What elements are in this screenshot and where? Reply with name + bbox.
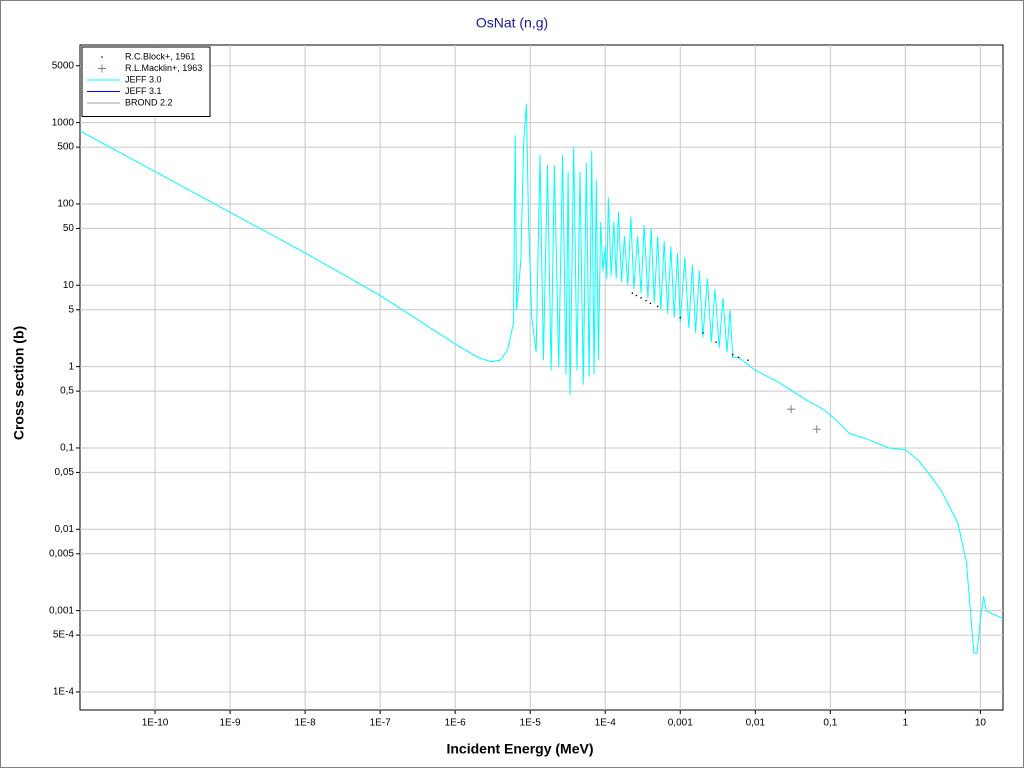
x-tick-label: 1E-5 xyxy=(520,718,542,729)
y-tick-label: 50 xyxy=(63,223,75,234)
plus-marker xyxy=(787,405,796,414)
chart-title: OsNat (n,g) xyxy=(476,15,548,31)
dot-marker xyxy=(649,302,652,305)
dot-marker xyxy=(645,299,647,302)
y-tick-label: 5E-4 xyxy=(53,630,75,641)
series-line xyxy=(80,103,1003,654)
dot-marker xyxy=(656,305,659,308)
legend-label: BROND 2.2 xyxy=(125,97,173,107)
legend-label: R.C.Block+, 1961 xyxy=(125,51,195,61)
y-tick-label: 0,5 xyxy=(60,386,74,397)
x-tick-label: 1 xyxy=(903,718,909,729)
legend-label: JEFF 3.0 xyxy=(125,74,162,84)
plus-marker xyxy=(98,64,106,73)
y-axis-label: Cross section (b) xyxy=(11,326,27,440)
legend-label: JEFF 3.1 xyxy=(125,86,162,96)
x-tick-label: 1E-7 xyxy=(370,718,392,729)
y-tick-label: 100 xyxy=(57,199,74,210)
y-tick-label: 1E-4 xyxy=(53,687,75,698)
x-tick-label: 0,01 xyxy=(746,718,766,729)
dot-marker xyxy=(635,294,638,297)
dot-marker xyxy=(101,56,103,58)
dot-marker xyxy=(640,297,642,299)
dot-marker xyxy=(747,359,749,361)
dot-marker xyxy=(631,292,634,294)
x-tick-label: 0,001 xyxy=(668,718,693,729)
y-tick-label: 0,001 xyxy=(49,605,74,616)
legend-label: R.L.Macklin+, 1963 xyxy=(125,63,202,73)
dot-marker xyxy=(731,353,734,356)
legend-box xyxy=(81,46,211,117)
y-tick-label: 1000 xyxy=(52,117,75,128)
x-tick-label: 1E-10 xyxy=(142,718,169,729)
y-tick-label: 0,005 xyxy=(49,548,74,559)
y-tick-label: 5 xyxy=(68,304,74,315)
dot-marker xyxy=(679,316,682,319)
plot-series xyxy=(80,103,1003,654)
y-tick-label: 0,05 xyxy=(55,467,75,478)
x-tick-label: 10 xyxy=(975,718,987,729)
x-axis-label: Incident Energy (MeV) xyxy=(446,741,593,757)
x-tick-label: 1E-8 xyxy=(295,718,317,729)
x-tick-label: 1E-9 xyxy=(220,718,242,729)
y-tick-label: 10 xyxy=(63,280,75,291)
x-tick-label: 1E-6 xyxy=(445,718,467,729)
dot-marker xyxy=(702,332,704,334)
y-tick-label: 500 xyxy=(57,142,74,153)
plot-area xyxy=(79,44,1004,711)
x-tick-label: 1E-4 xyxy=(595,718,617,729)
y-tick-label: 5000 xyxy=(52,60,75,71)
dot-marker xyxy=(715,341,717,343)
y-tick-label: 1 xyxy=(68,361,74,372)
dot-marker xyxy=(737,356,740,359)
plus-marker xyxy=(812,425,821,434)
y-tick-label: 0,01 xyxy=(55,524,75,535)
y-tick-label: 0,1 xyxy=(60,443,74,454)
x-tick-label: 0,1 xyxy=(823,718,837,729)
